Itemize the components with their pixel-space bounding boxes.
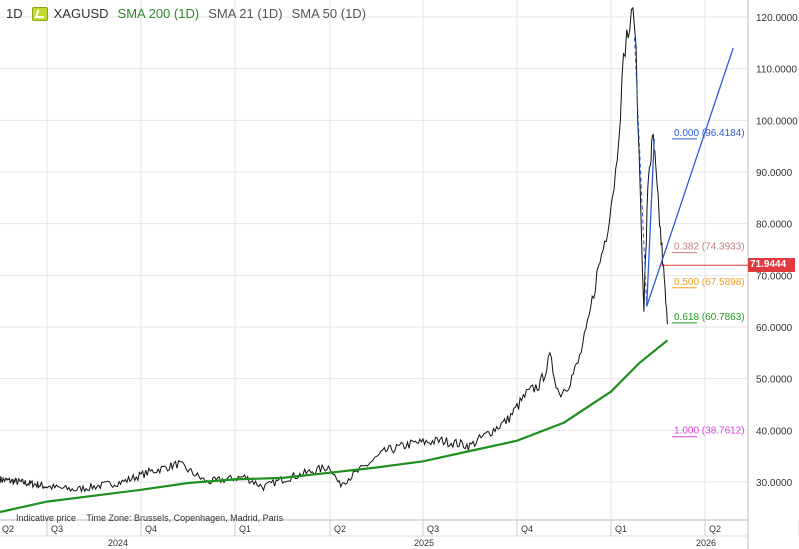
trendline bbox=[646, 47, 734, 307]
fib-level-label: 0.618 (60.7863) bbox=[674, 312, 745, 323]
y-tick-label: 100.0000 bbox=[756, 116, 798, 127]
fib-level-label: 0.382 (74.3933) bbox=[674, 242, 745, 253]
swing-dashed-line bbox=[634, 37, 648, 307]
y-tick-label: 40.0000 bbox=[756, 426, 793, 437]
indicator-sma21[interactable]: SMA 21 (1D) bbox=[208, 6, 283, 21]
x-year-label: 2026 bbox=[696, 538, 716, 548]
current-price-tag: 71.9444 bbox=[748, 258, 795, 272]
fib-level-label: 1.000 (38.7612) bbox=[674, 426, 745, 437]
fib-level-label: 0.500 (67.5898) bbox=[674, 277, 745, 288]
x-year-label: 2025 bbox=[414, 538, 434, 548]
x-quarter-label: Q2 bbox=[2, 524, 14, 534]
price-series-line bbox=[0, 6, 668, 494]
x-quarter-label: Q2 bbox=[709, 524, 721, 534]
timezone-label: Time Zone: Brussels, Copenhagen, Madrid,… bbox=[86, 513, 284, 523]
x-quarter-label: Q4 bbox=[145, 524, 157, 534]
y-tick-label: 90.0000 bbox=[756, 168, 793, 179]
y-tick-label: 60.0000 bbox=[756, 323, 793, 334]
footer-note: Indicative price Time Zone: Brussels, Co… bbox=[16, 513, 291, 523]
y-tick-label: 120.0000 bbox=[756, 13, 798, 24]
x-quarter-label: Q4 bbox=[521, 524, 533, 534]
y-tick-label: 50.0000 bbox=[756, 375, 793, 386]
trendline bbox=[646, 138, 655, 307]
y-tick-label: 110.0000 bbox=[756, 65, 797, 76]
x-quarter-label: Q1 bbox=[239, 524, 251, 534]
grid bbox=[0, 0, 748, 520]
fib-level-label: 0.000 (96.4184) bbox=[674, 128, 745, 139]
x-quarter-label: Q1 bbox=[615, 524, 627, 534]
y-tick-label: 70.0000 bbox=[756, 271, 793, 282]
sma200-line bbox=[0, 339, 669, 514]
x-quarter-label: Q2 bbox=[334, 524, 346, 534]
x-year-label: 2024 bbox=[108, 538, 128, 548]
indicative-price-label: Indicative price bbox=[16, 513, 77, 523]
symbol-logo-icon bbox=[31, 6, 48, 21]
x-quarter-label: Q3 bbox=[51, 524, 63, 534]
y-tick-label: 80.0000 bbox=[756, 220, 793, 231]
indicator-sma200[interactable]: SMA 200 (1D) bbox=[117, 6, 200, 21]
indicator-sma50[interactable]: SMA 50 (1D) bbox=[291, 6, 367, 21]
symbol-label[interactable]: XAGUSD bbox=[53, 6, 109, 21]
x-quarter-label: Q3 bbox=[427, 524, 439, 534]
y-tick-label: 30.0000 bbox=[756, 478, 793, 489]
chart-header: 1D XAGUSD SMA 200 (1D) SMA 21 (1D) SMA 5… bbox=[6, 6, 375, 21]
timeframe-label[interactable]: 1D bbox=[6, 6, 23, 21]
